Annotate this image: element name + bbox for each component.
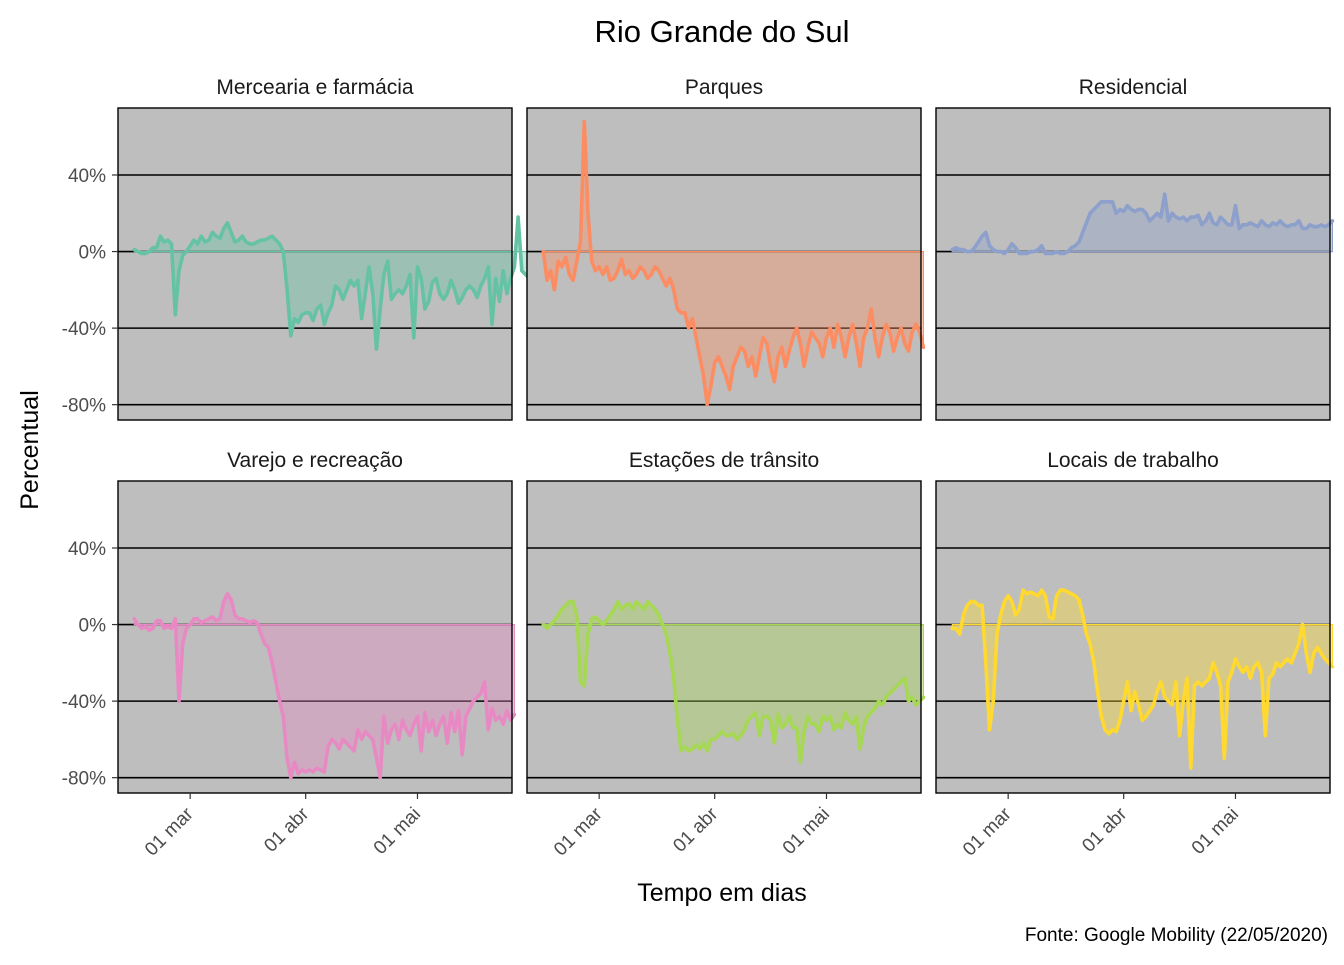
facet-panels: Mercearia e farmácia -80% -40% 0% 40% Parques… xyxy=(62,76,1335,860)
facet-strip-label: Estações de trânsito xyxy=(629,449,819,472)
y-tick-label: 40% xyxy=(68,539,106,560)
series-line xyxy=(132,215,569,351)
x-tick-label: 01 abr xyxy=(669,803,722,856)
facet-panel: Estações de trânsito 01 mar 01 abr 01 mai xyxy=(526,449,926,860)
series-line xyxy=(541,599,926,765)
x-tick-label: 01 mar xyxy=(141,803,198,860)
y-tick-label: -40% xyxy=(62,319,106,340)
series-line xyxy=(950,192,1335,256)
panel-border xyxy=(117,480,513,794)
facet-strip-label: Parques xyxy=(685,76,763,99)
x-tick-label: 01 mai xyxy=(1188,804,1243,859)
facet-strip-label: Residencial xyxy=(1079,76,1188,99)
panel-border xyxy=(935,480,1331,794)
x-tick-label: 01 mai xyxy=(370,804,425,859)
facet-strip-label: Mercearia e farmácia xyxy=(216,76,414,99)
facet-strip-label: Varejo e recreação xyxy=(227,449,403,472)
panel-border xyxy=(117,107,513,421)
panel-background xyxy=(527,481,921,793)
x-tick-label: 01 mai xyxy=(779,804,834,859)
series-line xyxy=(132,592,517,780)
y-tick-label: 40% xyxy=(68,166,106,187)
panel-background xyxy=(118,108,512,420)
panel-border xyxy=(935,107,1331,421)
facet-panel: Parques xyxy=(526,76,926,421)
panel-border xyxy=(526,107,922,421)
series-line xyxy=(541,119,926,407)
facet-strip-label: Locais de trabalho xyxy=(1047,449,1219,472)
x-axis-title: Tempo em dias xyxy=(637,879,807,907)
panel-background xyxy=(936,108,1330,420)
y-tick-label: 0% xyxy=(79,243,107,264)
x-tick-label: 01 abr xyxy=(260,803,313,856)
y-tick-label: 0% xyxy=(79,616,107,637)
caption: Fonte: Google Mobility (22/05/2020) xyxy=(1025,925,1328,946)
x-tick-label: 01 mar xyxy=(959,803,1016,860)
series-line xyxy=(950,588,1335,770)
facet-panel: Mercearia e farmácia -80% -40% 0% 40% xyxy=(62,76,569,421)
facet-panel: Varejo e recreação -80% -40% 0% 40% 01 mar 01 … xyxy=(62,449,517,860)
y-tick-label: -80% xyxy=(62,396,106,417)
x-tick-label: 01 abr xyxy=(1078,803,1131,856)
chart-title: Rio Grande do Sul xyxy=(594,14,849,49)
x-tick-label: 01 mar xyxy=(550,803,607,860)
y-tick-label: -40% xyxy=(62,692,106,713)
panel-background xyxy=(936,481,1330,793)
panel-border xyxy=(526,480,922,794)
facet-panel: Residencial xyxy=(935,76,1335,421)
y-tick-label: -80% xyxy=(62,769,106,790)
y-axis-title: Percentual xyxy=(16,390,44,510)
facet-panel: Locais de trabalho 01 mar 01 abr 01 mai xyxy=(935,449,1335,860)
